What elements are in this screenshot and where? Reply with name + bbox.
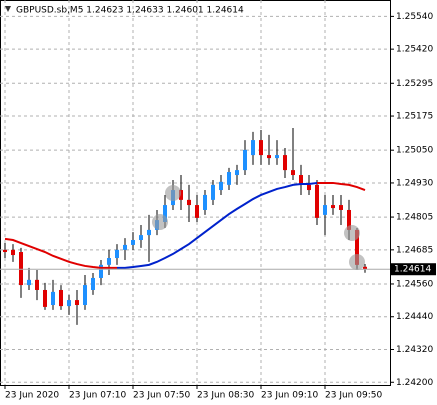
- candle-body: [251, 140, 255, 156]
- y-tick-label: 1.25295: [396, 79, 433, 89]
- candle-body: [163, 205, 167, 222]
- candle-body: [19, 252, 23, 286]
- candle-body: [43, 289, 47, 307]
- plot-frame: [0, 0, 391, 386]
- x-tick-label: 23 Jun 08:30: [197, 391, 254, 401]
- y-tick-label: 1.24805: [396, 213, 433, 223]
- candle-body: [27, 279, 31, 286]
- moving-average: [117, 181, 318, 269]
- x-tick-label: 23 Jun 07:50: [133, 391, 190, 401]
- candle-body: [283, 155, 287, 171]
- current-price-box: [391, 263, 436, 276]
- candle-body: [227, 172, 231, 185]
- trade-marker: [349, 254, 365, 270]
- y-tick-label: 1.25420: [396, 45, 433, 55]
- candle-body: [35, 279, 39, 290]
- y-tick-label: 1.24560: [396, 279, 433, 289]
- y-tick-label: 1.24440: [396, 312, 433, 322]
- candle-body: [331, 205, 335, 209]
- y-tick-label: 1.24930: [396, 178, 433, 188]
- candle-body: [299, 175, 303, 185]
- candle-body: [219, 181, 223, 191]
- candle-body: [315, 184, 319, 218]
- x-tick-label: 23 Jun 07:10: [69, 391, 126, 401]
- candle-body: [323, 205, 327, 215]
- candle-body: [59, 289, 63, 307]
- candle-body: [131, 240, 135, 245]
- y-tick-label: 1.24685: [396, 245, 433, 255]
- candle-body: [211, 184, 215, 200]
- candle-body: [67, 300, 71, 307]
- candle-body: [51, 291, 55, 305]
- candle-body: [339, 205, 343, 210]
- candle-body: [347, 209, 351, 230]
- candle-body: [3, 249, 7, 253]
- candle-body: [307, 184, 311, 191]
- candle-body: [363, 266, 367, 270]
- y-tick-label: 1.25050: [396, 146, 433, 156]
- candle-body: [139, 235, 143, 241]
- candle-body: [291, 170, 295, 176]
- chart-title: GBPUSD.sb,M5 1.24623 1.24633 1.24601 1.2…: [16, 6, 244, 16]
- x-tick-label: 23 Jun 09:10: [261, 391, 318, 401]
- candle-body: [259, 140, 263, 156]
- moving-average: [4, 181, 366, 269]
- candle-body: [147, 229, 151, 236]
- candle-body: [115, 249, 119, 259]
- candle-body: [355, 229, 359, 265]
- candle-body: [83, 285, 87, 305]
- candle-body: [11, 249, 15, 256]
- candle-body: [267, 155, 271, 159]
- trade-markers: [152, 185, 365, 270]
- y-tick-label: 1.24320: [396, 345, 433, 355]
- symbol-icon: [5, 6, 11, 12]
- candle-body: [243, 149, 247, 171]
- current-price-label: 1.24614: [394, 265, 431, 275]
- candle-body: [235, 170, 239, 176]
- candle-body: [275, 155, 279, 159]
- candle-body: [91, 277, 95, 290]
- y-tick-label: 1.25540: [396, 12, 433, 22]
- y-tick-label: 1.24200: [396, 378, 433, 388]
- trade-marker: [344, 225, 360, 241]
- x-tick-label: 23 Jun 09:50: [325, 391, 382, 401]
- y-tick-label: 1.25175: [396, 112, 433, 122]
- x-tick-label: 23 Jun 2020: [5, 391, 59, 401]
- candle-body: [179, 190, 183, 200]
- candle-body: [187, 199, 191, 206]
- trade-marker: [165, 185, 181, 201]
- candle-body: [75, 300, 79, 305]
- candle-body: [195, 205, 199, 218]
- candle-body: [123, 244, 127, 250]
- candle-body: [203, 194, 207, 210]
- candle-body: [99, 264, 103, 278]
- candle-body: [107, 258, 111, 265]
- trade-marker: [152, 214, 168, 230]
